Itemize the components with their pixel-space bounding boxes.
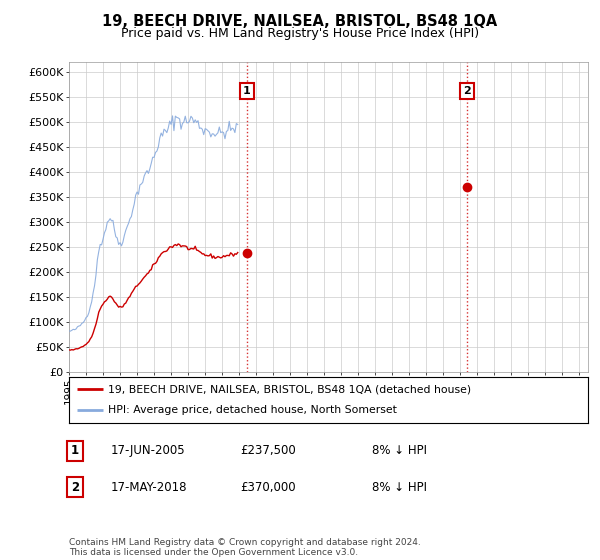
Text: £370,000: £370,000 — [240, 480, 296, 494]
Text: 19, BEECH DRIVE, NAILSEA, BRISTOL, BS48 1QA (detached house): 19, BEECH DRIVE, NAILSEA, BRISTOL, BS48 … — [108, 384, 471, 394]
Text: 2: 2 — [71, 480, 79, 494]
Text: 1: 1 — [71, 444, 79, 458]
Text: HPI: Average price, detached house, North Somerset: HPI: Average price, detached house, Nort… — [108, 405, 397, 416]
Text: £237,500: £237,500 — [240, 444, 296, 458]
Text: 8% ↓ HPI: 8% ↓ HPI — [372, 480, 427, 494]
Text: 1: 1 — [243, 86, 251, 96]
Text: 2: 2 — [463, 86, 471, 96]
Text: Contains HM Land Registry data © Crown copyright and database right 2024.
This d: Contains HM Land Registry data © Crown c… — [69, 538, 421, 557]
Text: 17-JUN-2005: 17-JUN-2005 — [111, 444, 185, 458]
Text: 19, BEECH DRIVE, NAILSEA, BRISTOL, BS48 1QA: 19, BEECH DRIVE, NAILSEA, BRISTOL, BS48 … — [103, 14, 497, 29]
Text: 8% ↓ HPI: 8% ↓ HPI — [372, 444, 427, 458]
Text: Price paid vs. HM Land Registry's House Price Index (HPI): Price paid vs. HM Land Registry's House … — [121, 27, 479, 40]
Text: 17-MAY-2018: 17-MAY-2018 — [111, 480, 187, 494]
